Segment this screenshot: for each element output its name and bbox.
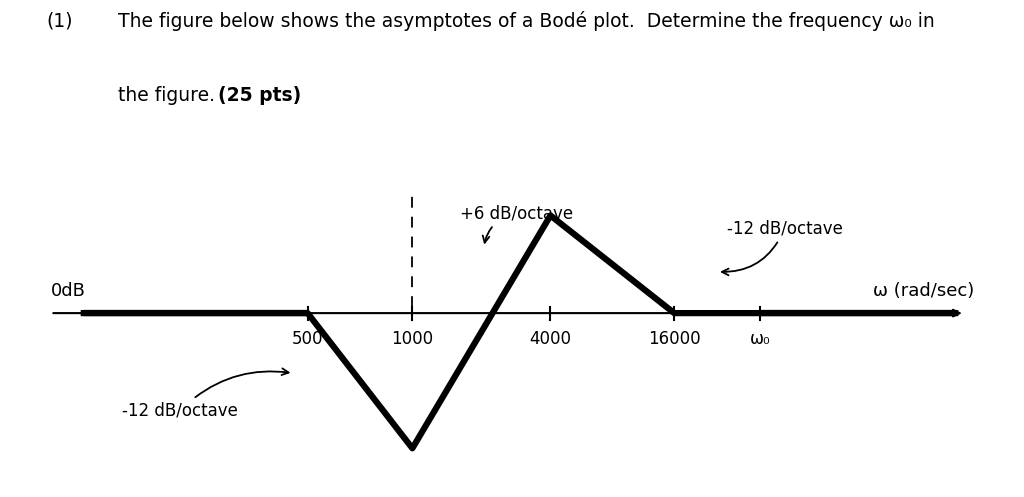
Text: +6 dB/octave: +6 dB/octave [460,204,573,243]
Text: 0dB: 0dB [50,282,85,300]
Text: ω (rad/sec): ω (rad/sec) [873,282,974,300]
Text: 1000: 1000 [391,330,433,348]
Text: 500: 500 [292,330,324,348]
Text: (25 pts): (25 pts) [218,86,301,105]
Text: The figure below shows the asymptotes of a Bodé plot.  Determine the frequency ω: The figure below shows the asymptotes of… [118,11,935,31]
Text: 4000: 4000 [529,330,571,348]
Text: -12 dB/octave: -12 dB/octave [122,368,289,420]
Text: (1): (1) [46,11,73,30]
Text: 16000: 16000 [648,330,700,348]
Text: ω₀: ω₀ [750,330,770,348]
Text: -12 dB/octave: -12 dB/octave [722,219,843,275]
Text: the figure.: the figure. [118,86,221,105]
